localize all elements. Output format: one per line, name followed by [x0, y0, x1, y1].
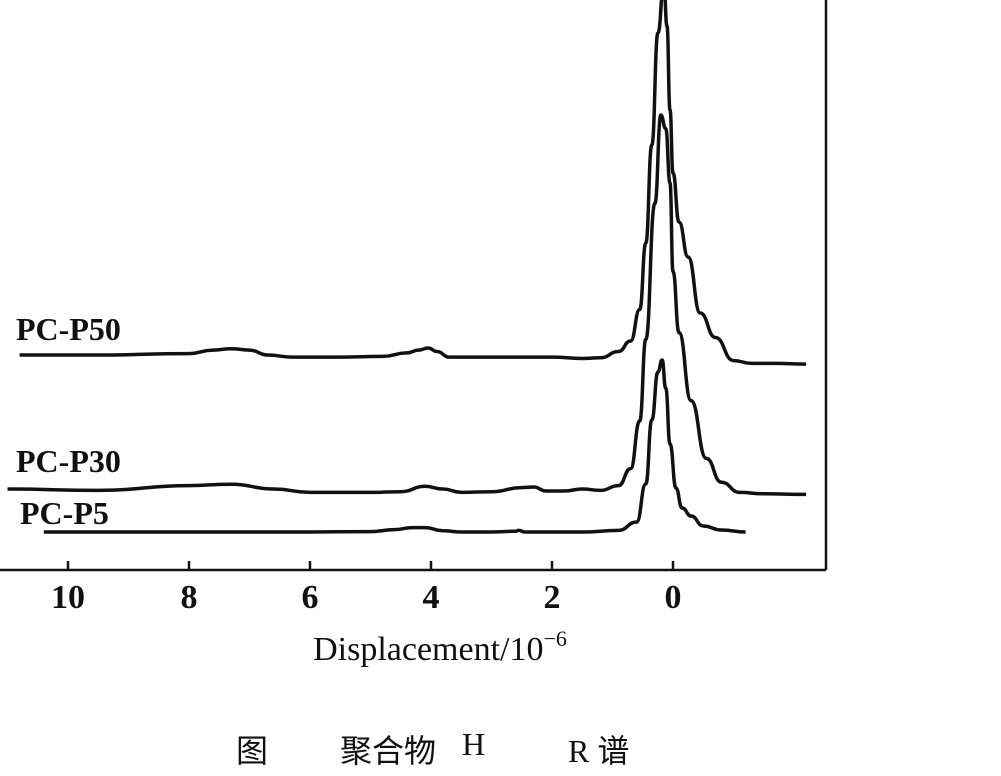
caption-title: 聚合物 [340, 732, 437, 770]
x-tick-label: 8 [181, 579, 198, 616]
series-label-pc-p5: PC-P5 [20, 495, 109, 531]
x-tick-label: 4 [423, 579, 440, 616]
x-tick-label: 2 [544, 579, 561, 616]
x-axis-label-text: Displacement/10 [313, 631, 543, 668]
spectra [7, 0, 807, 534]
x-ticks: 10 8 6 4 2 0 [51, 561, 682, 616]
figure-caption: 图 聚合物 H R 谱 [0, 726, 1001, 770]
series-line-pc-p30 [7, 113, 807, 497]
x-axis-label-exponent: −6 [543, 626, 566, 651]
axes [0, 0, 828, 572]
x-tick-label: 0 [665, 579, 682, 616]
series-line-pc-p50 [19, 0, 807, 366]
series-labels: PC-P50 PC-P30 PC-P5 [16, 311, 121, 531]
series-label-pc-p30: PC-P30 [16, 443, 121, 479]
series-label-pc-p50: PC-P50 [16, 311, 121, 347]
caption-h: H [462, 726, 486, 762]
x-axis-label: Displacement/10−6 [313, 626, 567, 668]
x-tick-label: 6 [302, 579, 319, 616]
caption-r-spectrum: R 谱 [568, 733, 630, 769]
series-line-pc-p5 [43, 358, 746, 534]
x-tick-label: 10 [51, 579, 85, 616]
caption-figure-label: 图 [236, 732, 269, 770]
